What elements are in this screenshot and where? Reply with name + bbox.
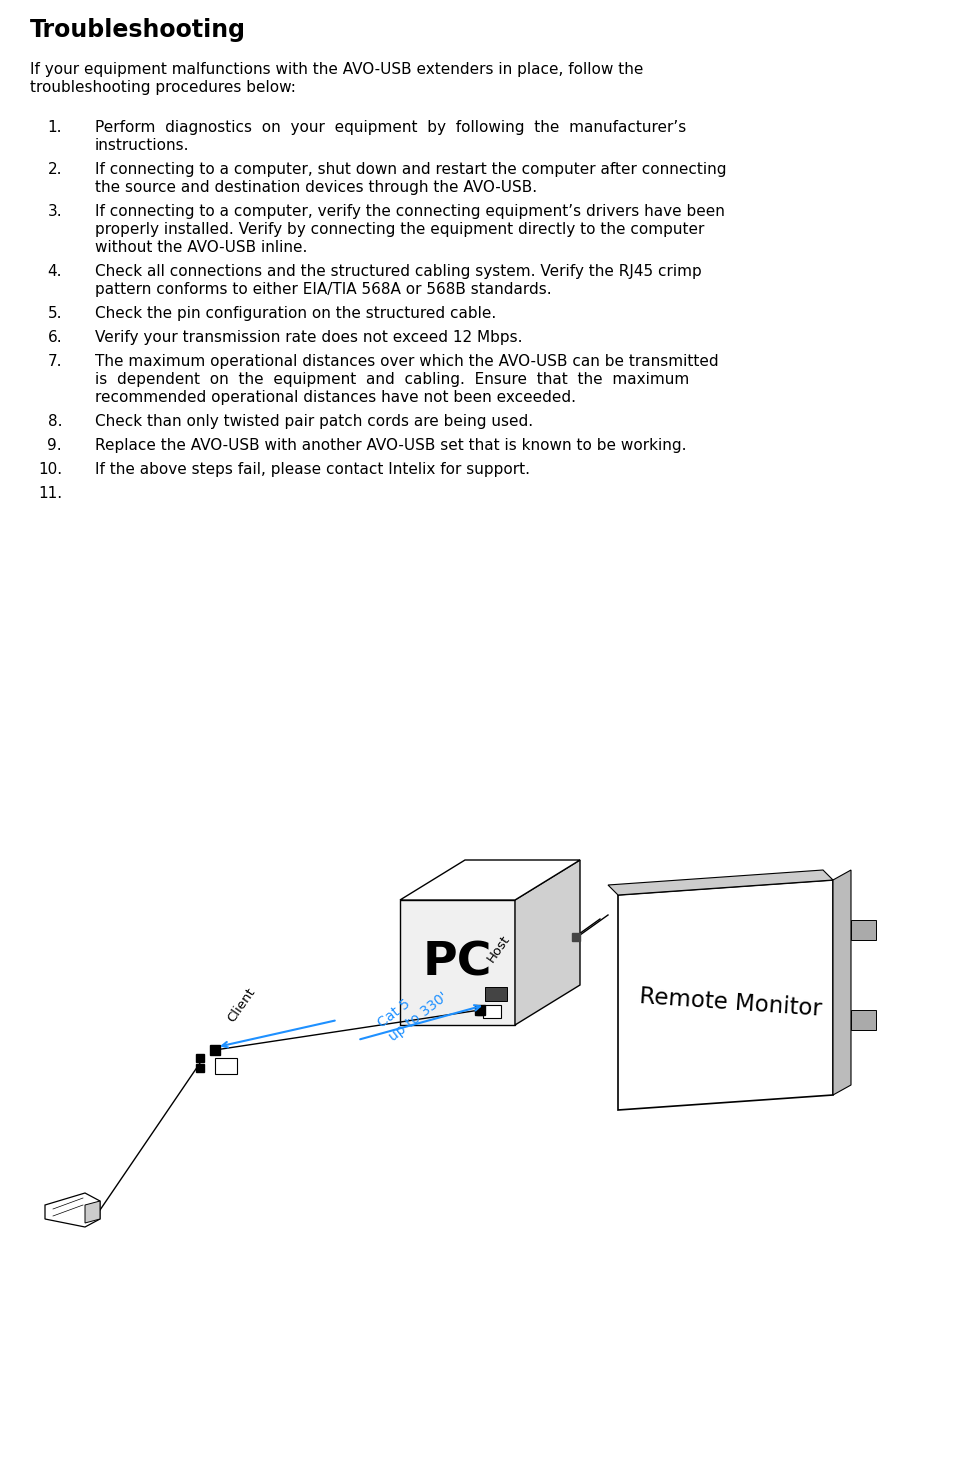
Text: recommended operational distances have not been exceeded.: recommended operational distances have n… [95,389,576,406]
Text: Host: Host [484,932,513,965]
Text: PC: PC [422,940,492,985]
Text: Perform  diagnostics  on  your  equipment  by  following  the  manufacturer’s: Perform diagnostics on your equipment by… [95,119,685,136]
Polygon shape [399,860,579,900]
Polygon shape [85,1201,100,1223]
Text: Client: Client [225,985,257,1025]
Bar [214,1058,236,1074]
Text: 11.: 11. [38,485,62,502]
Text: troubleshooting procedures below:: troubleshooting procedures below: [30,80,295,94]
Polygon shape [515,860,579,1025]
Text: 6.: 6. [48,330,62,345]
Text: If the above steps fail, please contact Intelix for support.: If the above steps fail, please contact … [95,462,530,476]
Text: 2.: 2. [48,162,62,177]
Text: 4.: 4. [48,264,62,279]
Text: Remote Monitor: Remote Monitor [638,985,821,1021]
Text: Check all connections and the structured cabling system. Verify the RJ45 crimp: Check all connections and the structured… [95,264,701,279]
Text: Verify your transmission rate does not exceed 12 Mbps.: Verify your transmission rate does not e… [95,330,522,345]
Text: If your equipment malfunctions with the AVO-USB extenders in place, follow the: If your equipment malfunctions with the … [30,62,642,77]
Bar [482,1004,500,1018]
Polygon shape [850,920,875,940]
Text: 7.: 7. [48,354,62,369]
Text: 5.: 5. [48,305,62,322]
Text: pattern conforms to either EIA/TIA 568A or 568B standards.: pattern conforms to either EIA/TIA 568A … [95,282,551,296]
Polygon shape [850,1010,875,1030]
Text: The maximum operational distances over which the AVO-USB can be transmitted: The maximum operational distances over w… [95,354,718,369]
Text: Check the pin configuration on the structured cable.: Check the pin configuration on the struc… [95,305,496,322]
Text: If connecting to a computer, verify the connecting equipment’s drivers have been: If connecting to a computer, verify the … [95,204,724,218]
Text: 1.: 1. [48,119,62,136]
Text: 3.: 3. [48,204,62,218]
Text: Troubleshooting: Troubleshooting [30,18,246,41]
Text: is  dependent  on  the  equipment  and  cabling.  Ensure  that  the  maximum: is dependent on the equipment and cablin… [95,372,688,386]
Polygon shape [399,900,515,1025]
Text: Check than only twisted pair patch cords are being used.: Check than only twisted pair patch cords… [95,414,533,429]
Text: 9.: 9. [48,438,62,453]
Polygon shape [832,870,850,1094]
Text: the source and destination devices through the AVO-USB.: the source and destination devices throu… [95,180,537,195]
Polygon shape [45,1193,100,1227]
Text: If connecting to a computer, shut down and restart the computer after connecting: If connecting to a computer, shut down a… [95,162,726,177]
Text: Replace the AVO-USB with another AVO-USB set that is known to be working.: Replace the AVO-USB with another AVO-USB… [95,438,686,453]
Text: 10.: 10. [38,462,62,476]
Text: properly installed. Verify by connecting the equipment directly to the computer: properly installed. Verify by connecting… [95,223,703,237]
Text: instructions.: instructions. [95,139,190,153]
Polygon shape [618,881,832,1111]
Polygon shape [607,870,832,895]
Bar [484,987,506,1002]
Text: without the AVO-USB inline.: without the AVO-USB inline. [95,240,307,255]
Text: 8.: 8. [48,414,62,429]
Text: Cat 5
up to 330': Cat 5 up to 330' [375,976,450,1044]
